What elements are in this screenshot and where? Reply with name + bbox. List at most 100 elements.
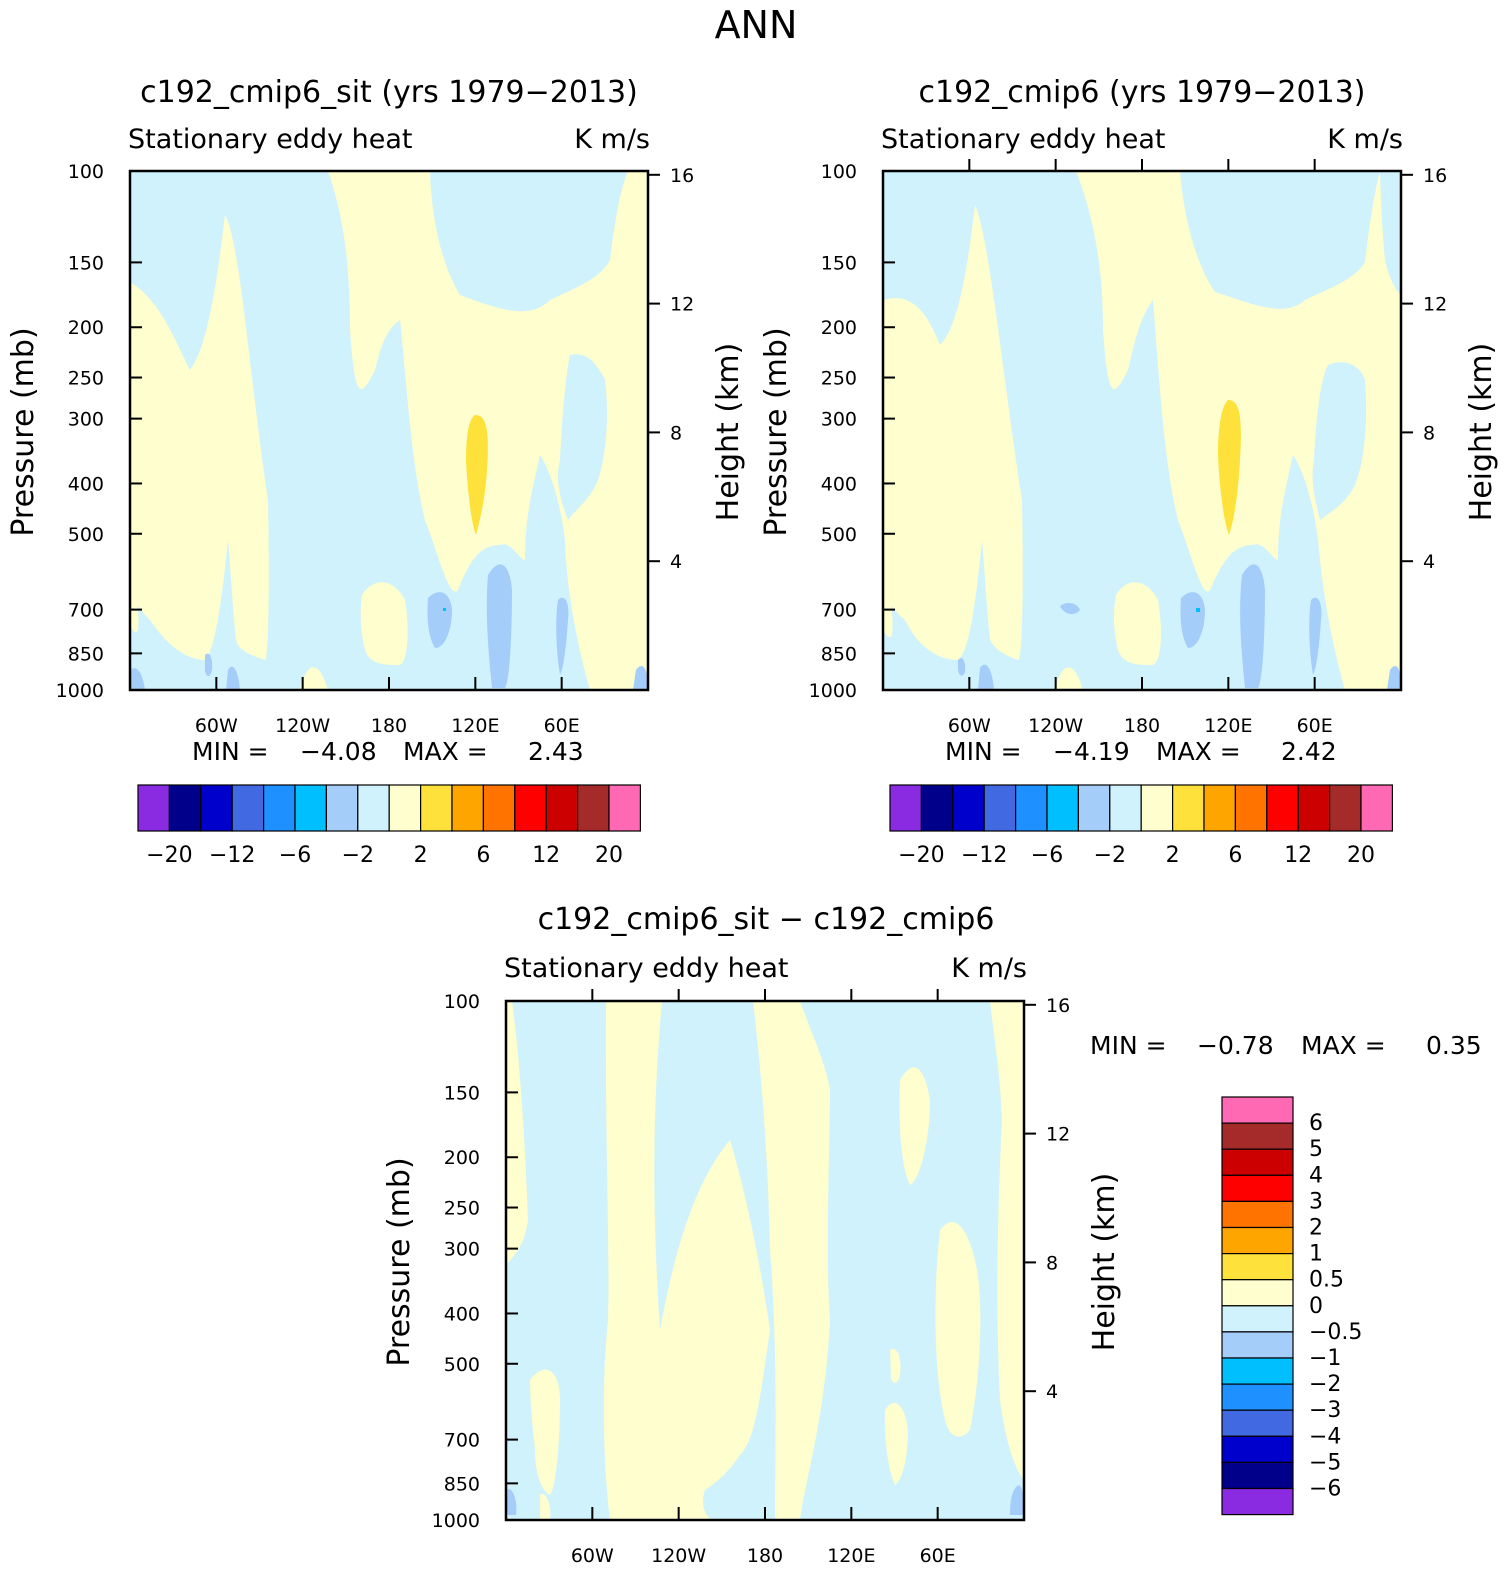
colorbar-cell: [1109, 784, 1142, 832]
colorbar-cell: [1221, 1279, 1294, 1307]
y-tick-label: 100: [444, 991, 480, 1013]
panel-3: c192_cmip6_sit − c192_cmip6 Stationary e…: [382, 902, 1482, 1567]
colorbar-cell: [1234, 784, 1268, 832]
y-tick-label: 500: [68, 524, 104, 546]
min-label: MIN =: [192, 737, 269, 766]
colorbar-cell: [388, 784, 422, 832]
colorbar-cell: [983, 784, 1017, 832]
y-right-tick-label: 4: [1046, 1381, 1058, 1403]
colorbar-cell: [1221, 1096, 1294, 1124]
colorbar-label: −20: [898, 843, 944, 868]
min-max-readout: MIN = −0.78 MAX = 0.35: [1090, 1031, 1482, 1060]
colorbar-label: −6: [279, 843, 311, 868]
y-axis-right: 16 12 8 4: [1401, 165, 1447, 573]
colorbar-label: 3: [1309, 1189, 1323, 1214]
x-tick-label: 120E: [827, 1545, 875, 1567]
colorbar-label: −20: [146, 843, 192, 868]
colorbar-label: 4: [1309, 1163, 1323, 1188]
x-tick-label: 60E: [1297, 715, 1333, 737]
colorbar-cell: [1221, 1487, 1294, 1516]
min-max-readout: MIN = −4.08 MAX = 2.43: [192, 737, 584, 766]
subtitle-left: Stationary eddy heat: [881, 124, 1166, 155]
subtitle-left: Stationary eddy heat: [128, 124, 413, 155]
colorbar-cell: [294, 784, 327, 832]
colorbar-label: 0: [1309, 1294, 1323, 1319]
colorbar-cell: [545, 784, 579, 832]
colorbar-cell: [200, 784, 233, 832]
colorbar-label: −4: [1309, 1424, 1341, 1449]
colorbar-cell: [1171, 784, 1205, 832]
colorbar-cell: [1140, 784, 1174, 832]
min-value: −4.19: [1053, 737, 1130, 766]
x-tick-label: 120W: [1028, 715, 1083, 737]
colorbar-cell: [1221, 1461, 1294, 1490]
colorbar-cell: [1221, 1409, 1294, 1437]
y-axis-title-right: Height (km): [711, 343, 746, 522]
max-label: MAX =: [1301, 1031, 1386, 1060]
max-value: 2.43: [528, 737, 584, 766]
y-tick-label: 500: [821, 524, 857, 546]
min-value: −4.08: [300, 737, 377, 766]
colorbar-label: −3: [1309, 1398, 1341, 1423]
y-tick-label: 850: [444, 1473, 480, 1495]
y-axis-left: 100 150 200 250 300 400 500 700 850 1000: [56, 161, 142, 702]
min-max-readout: MIN = −4.19 MAX = 2.42: [945, 737, 1337, 766]
colorbar-cell: [1014, 784, 1048, 832]
x-tick-label: 60E: [920, 1545, 956, 1567]
colorbar-label: 5: [1309, 1137, 1323, 1162]
y-right-tick-label: 4: [1423, 551, 1435, 573]
colorbar-cell: [608, 784, 641, 832]
y-right-tick-label: 12: [1423, 294, 1447, 316]
x-tick-label: 60W: [571, 1545, 614, 1567]
panel-2: c192_cmip6 (yrs 1979−2013) Stationary ed…: [759, 75, 1499, 868]
subtitle-left: Stationary eddy heat: [504, 953, 789, 984]
colorbar-cell: [1221, 1252, 1294, 1281]
x-tick-label: 60W: [195, 715, 238, 737]
y-tick-label: 1000: [56, 680, 104, 702]
colorbar-cell: [514, 784, 547, 832]
colorbar: −20 −12 −6 −2 2 6 12 20: [889, 784, 1393, 868]
colorbar-cell: [1077, 784, 1111, 832]
colorbar-label: 6: [476, 843, 490, 868]
y-tick-label: 200: [821, 317, 857, 339]
colorbar-label: −5: [1309, 1450, 1341, 1475]
colorbar-label: 6: [1309, 1111, 1323, 1136]
colorbar-cell: [1221, 1226, 1294, 1255]
colorbar-cell: [263, 784, 296, 832]
contour-plot: [883, 171, 1401, 690]
min-value: −0.78: [1197, 1031, 1274, 1060]
colorbar-cell: [1328, 784, 1362, 832]
y-tick-label: 300: [68, 409, 104, 431]
colorbar-cell: [231, 784, 265, 832]
colorbar-cell: [1266, 784, 1299, 832]
colorbar-cell: [1221, 1435, 1294, 1464]
y-right-tick-label: 8: [670, 422, 682, 444]
colorbar-label: −2: [1094, 843, 1126, 868]
x-tick-label: 180: [371, 715, 407, 737]
contour-plot: [506, 1001, 1024, 1520]
y-right-tick-label: 4: [670, 551, 682, 573]
y-tick-label: 150: [821, 252, 857, 274]
subtitle-right: K m/s: [574, 124, 650, 155]
colorbar-label: −2: [342, 843, 374, 868]
y-axis-title-left: Pressure (mb): [382, 1157, 417, 1366]
colorbar-cell: [576, 784, 610, 832]
colorbar-cell: [1221, 1148, 1294, 1176]
y-tick-label: 400: [821, 473, 857, 495]
y-tick-label: 250: [444, 1198, 480, 1220]
y-axis-right: 16 12 8 4: [648, 165, 694, 573]
y-tick-label: 400: [444, 1303, 480, 1325]
colorbar-label: −2: [1309, 1372, 1341, 1397]
colorbar-label: 20: [1347, 843, 1375, 868]
colorbar-cell: [1221, 1200, 1294, 1229]
y-right-tick-label: 16: [1423, 165, 1447, 187]
y-tick-label: 700: [68, 600, 104, 622]
colorbar-label: 0.5: [1309, 1268, 1344, 1293]
y-right-tick-label: 16: [670, 165, 694, 187]
colorbar-cell: [137, 784, 170, 832]
min-label: MIN =: [1090, 1031, 1167, 1060]
colorbar: −20 −12 −6 −2 2 6 12 20: [137, 784, 641, 868]
subtitle-right: K m/s: [1327, 124, 1403, 155]
colorbar-cell: [451, 784, 484, 832]
